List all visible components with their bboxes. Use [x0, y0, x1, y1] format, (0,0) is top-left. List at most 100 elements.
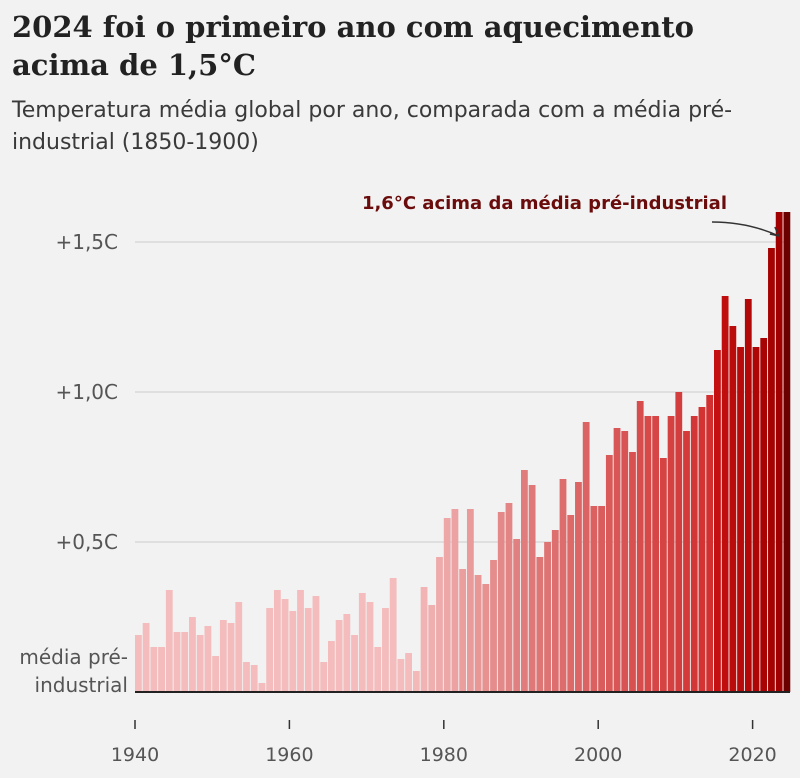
annotation-label: 1,6°C acima da média pré-industrial	[362, 193, 727, 214]
baseline-label-line-0: média pré-	[19, 645, 128, 669]
bar-1952	[227, 623, 235, 692]
bar-1959	[281, 599, 289, 692]
bar-1958	[273, 590, 281, 692]
bar-1998	[582, 422, 590, 692]
x-tick-label-2: 1980	[420, 744, 468, 766]
bar-1955	[250, 665, 258, 692]
bar-2006	[644, 416, 652, 692]
bar-2012	[690, 416, 698, 692]
bar-1971	[374, 647, 382, 692]
bar-2023	[775, 212, 783, 692]
bar-2016	[721, 296, 729, 692]
bar-1960	[289, 611, 297, 692]
bar-1963	[312, 596, 320, 692]
bar-1972	[382, 608, 389, 692]
bar-1979	[436, 557, 443, 692]
bar-1996	[567, 515, 575, 692]
x-tick-label-3: 2000	[574, 744, 622, 766]
x-tick-label-4: 2020	[728, 744, 776, 766]
x-tick-label-1: 1960	[265, 744, 313, 766]
bar-1966	[335, 620, 343, 692]
bar-1982	[459, 569, 467, 692]
bar-1976	[412, 671, 420, 692]
bar-1980	[443, 518, 451, 692]
bar-1940	[135, 635, 142, 692]
bar-1978	[428, 605, 436, 692]
bar-1985	[482, 584, 490, 692]
bar-2001	[605, 455, 613, 692]
baseline-label-line-1: industrial	[35, 673, 128, 697]
bar-1984	[474, 575, 482, 692]
bar-1945	[173, 632, 181, 692]
bar-1957	[266, 608, 274, 692]
annotation-arrow	[711, 221, 780, 237]
bar-1999	[590, 506, 598, 692]
bar-2017	[729, 326, 737, 692]
bar-1954	[243, 662, 250, 692]
bar-1997	[575, 482, 582, 692]
bar-1961	[297, 590, 304, 692]
bar-1977	[420, 587, 428, 692]
bar-1950	[212, 656, 219, 692]
bar-1973	[389, 578, 397, 692]
bar-1946	[181, 632, 189, 692]
bar-2015	[714, 350, 721, 692]
bar-2014	[706, 395, 714, 692]
bar-1951	[219, 620, 227, 692]
bar-1989	[513, 539, 521, 692]
bar-1990	[521, 470, 528, 692]
bar-1947	[189, 617, 196, 692]
bar-2008	[659, 458, 667, 692]
bar-2007	[652, 416, 660, 692]
bar-2022	[768, 248, 775, 692]
bar-1986	[490, 560, 497, 692]
chart-title: 2024 foi o primeiro ano com aquecimento …	[12, 10, 694, 82]
y-tick-label-1: +1,0C	[55, 380, 118, 404]
bar-1994	[551, 530, 559, 692]
bar-1953	[235, 602, 243, 692]
bar-2013	[698, 407, 706, 692]
bar-1969	[358, 593, 366, 692]
bar-2020	[752, 347, 760, 692]
bar-1988	[505, 503, 513, 692]
bar-1967	[343, 614, 351, 692]
bar-1949	[204, 626, 212, 692]
bar-2004	[629, 452, 636, 692]
bar-1970	[366, 602, 374, 692]
bar-1987	[497, 512, 505, 692]
bar-1941	[142, 623, 150, 692]
bar-1968	[351, 635, 358, 692]
bar-2002	[613, 428, 621, 692]
bar-2005	[636, 401, 644, 692]
bar-2003	[621, 431, 629, 692]
bar-2011	[683, 431, 690, 692]
bar-2018	[737, 347, 744, 692]
bar-2010	[675, 392, 683, 692]
bar-1942	[150, 647, 158, 692]
bar-1975	[405, 653, 412, 692]
bar-1962	[304, 608, 312, 692]
bar-1981	[451, 509, 459, 692]
bar-2019	[744, 299, 752, 692]
bar-1993	[544, 542, 551, 692]
bar-2000	[598, 506, 605, 692]
chart-subtitle: Temperatura média global por ano, compar…	[12, 98, 733, 155]
y-tick-label-0: +0,5C	[55, 530, 118, 554]
bar-2024	[783, 212, 791, 692]
bar-1991	[528, 485, 536, 692]
bar-1948	[196, 635, 204, 692]
x-tick-label-0: 1940	[111, 744, 159, 766]
bar-1965	[328, 641, 335, 692]
bar-1944	[165, 590, 173, 692]
y-tick-label-2: +1,5C	[55, 230, 118, 254]
bar-1974	[397, 659, 405, 692]
bar-1943	[158, 647, 165, 692]
annotation-arrowhead	[769, 226, 781, 238]
bar-1983	[466, 509, 474, 692]
bar-2009	[667, 416, 675, 692]
bar-1995	[559, 479, 567, 692]
bar-1964	[320, 662, 328, 692]
bar-1992	[536, 557, 544, 692]
bar-1956	[258, 683, 266, 692]
